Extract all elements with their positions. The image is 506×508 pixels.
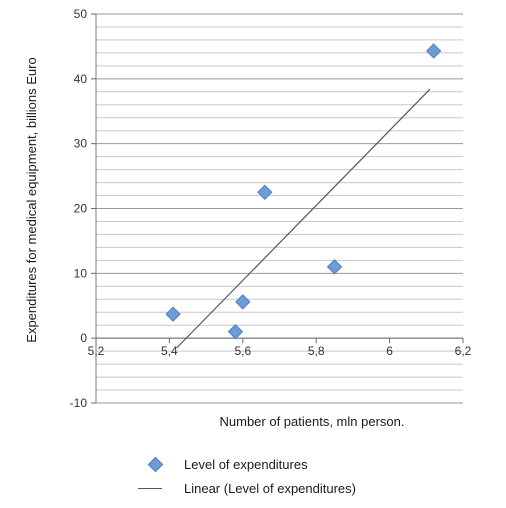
data-points [165,43,442,340]
scatter-point [326,259,343,275]
scatter-point [165,306,181,322]
legend-label-scatter: Level of expenditures [184,456,308,472]
y-tick-label: 30 [74,137,88,151]
y-tick-label: -10 [70,396,88,410]
diamond-marker-icon [138,454,184,474]
legend-label-linear: Linear (Level of expenditures) [184,480,356,496]
legend-item-linear: Linear (Level of expenditures) [138,476,356,500]
x-tick-label: 6,2 [455,344,472,358]
line-marker-icon [138,478,184,498]
scatter-point [235,294,251,310]
grid-lines [96,13,463,404]
axes [91,13,464,404]
y-axis-title: Expenditures for medical equipment, bill… [24,57,39,342]
x-tick-label: 5,4 [161,344,178,358]
y-tick-label: 0 [80,331,87,345]
x-axis-title: Number of patients, mln person. [220,414,405,429]
y-tick-labels: -10 0 10 20 30 40 50 [70,7,88,410]
y-tick-label: 10 [74,266,88,280]
scatter-point [425,43,442,59]
x-tick-label: 5,6 [234,344,251,358]
scatter-point [227,323,244,340]
legend: Level of expenditures Linear (Level of e… [138,452,356,500]
trendline-layer [176,88,431,349]
x-tick-label: 5,8 [308,344,325,358]
x-tick-label: 6 [386,344,393,358]
y-tick-label: 50 [74,7,88,21]
y-tick-label: 40 [74,72,88,86]
scatter-point [257,184,273,200]
y-tick-label: 20 [74,202,88,216]
legend-item-scatter: Level of expenditures [138,452,356,476]
x-tick-labels: 5,2 5,4 5,6 5,8 6 6,2 [88,344,472,358]
x-tick-label: 5,2 [88,344,105,358]
trendline [176,88,431,349]
